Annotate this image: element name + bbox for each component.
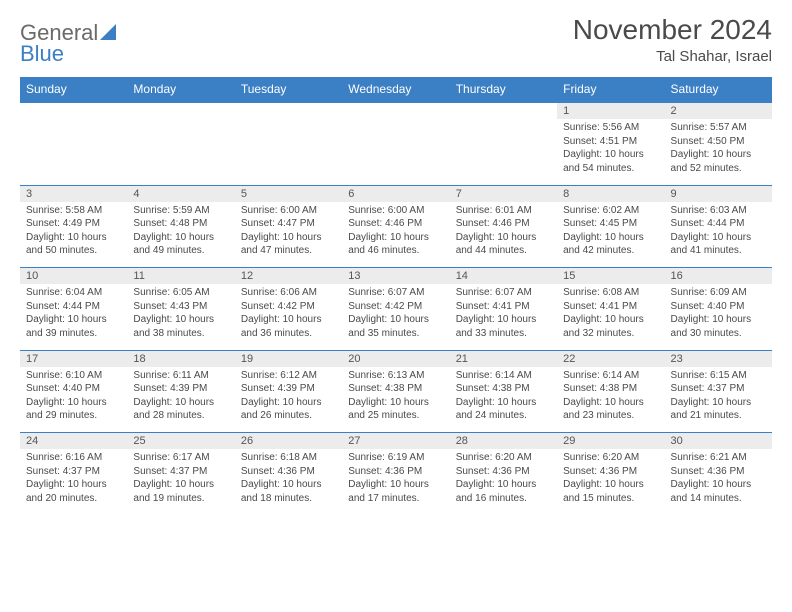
- day-header: Thursday: [450, 77, 557, 102]
- calendar-table: Sunday Monday Tuesday Wednesday Thursday…: [20, 77, 772, 515]
- day-number-cell: [127, 102, 234, 119]
- day-header: Friday: [557, 77, 664, 102]
- day-number-cell: 9: [665, 185, 772, 202]
- day-info-cell: Sunrise: 6:13 AM Sunset: 4:38 PM Dayligh…: [342, 367, 449, 433]
- info-row: Sunrise: 6:04 AM Sunset: 4:44 PM Dayligh…: [20, 284, 772, 350]
- day-info-cell: Sunrise: 5:59 AM Sunset: 4:48 PM Dayligh…: [127, 202, 234, 268]
- day-number-cell: 17: [20, 350, 127, 367]
- day-number-cell: 24: [20, 433, 127, 450]
- day-info-cell: Sunrise: 6:02 AM Sunset: 4:45 PM Dayligh…: [557, 202, 664, 268]
- daynum-row: 3456789: [20, 185, 772, 202]
- day-number-cell: 26: [235, 433, 342, 450]
- day-info-cell: Sunrise: 6:12 AM Sunset: 4:39 PM Dayligh…: [235, 367, 342, 433]
- daynum-row: 10111213141516: [20, 268, 772, 285]
- day-number-cell: 23: [665, 350, 772, 367]
- day-info-cell: Sunrise: 6:03 AM Sunset: 4:44 PM Dayligh…: [665, 202, 772, 268]
- day-header: Sunday: [20, 77, 127, 102]
- day-info-cell: Sunrise: 6:05 AM Sunset: 4:43 PM Dayligh…: [127, 284, 234, 350]
- day-number-cell: 13: [342, 268, 449, 285]
- day-number-cell: 28: [450, 433, 557, 450]
- day-number-cell: 7: [450, 185, 557, 202]
- day-number-cell: [20, 102, 127, 119]
- day-info-cell: Sunrise: 6:09 AM Sunset: 4:40 PM Dayligh…: [665, 284, 772, 350]
- day-number-cell: 14: [450, 268, 557, 285]
- day-info-cell: [235, 119, 342, 185]
- day-number-cell: 2: [665, 102, 772, 119]
- day-info-cell: Sunrise: 6:21 AM Sunset: 4:36 PM Dayligh…: [665, 449, 772, 515]
- day-info-cell: Sunrise: 6:00 AM Sunset: 4:47 PM Dayligh…: [235, 202, 342, 268]
- day-info-cell: Sunrise: 6:14 AM Sunset: 4:38 PM Dayligh…: [450, 367, 557, 433]
- day-number-cell: 15: [557, 268, 664, 285]
- info-row: Sunrise: 5:56 AM Sunset: 4:51 PM Dayligh…: [20, 119, 772, 185]
- day-info-cell: Sunrise: 5:56 AM Sunset: 4:51 PM Dayligh…: [557, 119, 664, 185]
- day-header-row: Sunday Monday Tuesday Wednesday Thursday…: [20, 77, 772, 102]
- day-number-cell: [235, 102, 342, 119]
- day-number-cell: 22: [557, 350, 664, 367]
- daynum-row: 24252627282930: [20, 433, 772, 450]
- day-info-cell: [127, 119, 234, 185]
- day-info-cell: [342, 119, 449, 185]
- day-number-cell: 3: [20, 185, 127, 202]
- day-number-cell: 30: [665, 433, 772, 450]
- day-number-cell: 6: [342, 185, 449, 202]
- day-info-cell: Sunrise: 6:19 AM Sunset: 4:36 PM Dayligh…: [342, 449, 449, 515]
- sail-icon: [100, 24, 120, 42]
- day-info-cell: Sunrise: 5:58 AM Sunset: 4:49 PM Dayligh…: [20, 202, 127, 268]
- day-info-cell: Sunrise: 6:10 AM Sunset: 4:40 PM Dayligh…: [20, 367, 127, 433]
- day-info-cell: Sunrise: 6:04 AM Sunset: 4:44 PM Dayligh…: [20, 284, 127, 350]
- daynum-row: 17181920212223: [20, 350, 772, 367]
- day-number-cell: [450, 102, 557, 119]
- day-number-cell: 5: [235, 185, 342, 202]
- day-number-cell: 10: [20, 268, 127, 285]
- day-info-cell: Sunrise: 6:07 AM Sunset: 4:41 PM Dayligh…: [450, 284, 557, 350]
- day-number-cell: 16: [665, 268, 772, 285]
- day-number-cell: 18: [127, 350, 234, 367]
- day-number-cell: 29: [557, 433, 664, 450]
- day-header: Saturday: [665, 77, 772, 102]
- day-header: Tuesday: [235, 77, 342, 102]
- daynum-row: 12: [20, 102, 772, 119]
- info-row: Sunrise: 5:58 AM Sunset: 4:49 PM Dayligh…: [20, 202, 772, 268]
- day-number-cell: 21: [450, 350, 557, 367]
- day-number-cell: 12: [235, 268, 342, 285]
- day-number-cell: 1: [557, 102, 664, 119]
- info-row: Sunrise: 6:16 AM Sunset: 4:37 PM Dayligh…: [20, 449, 772, 515]
- day-number-cell: 8: [557, 185, 664, 202]
- day-number-cell: 4: [127, 185, 234, 202]
- day-number-cell: 27: [342, 433, 449, 450]
- day-info-cell: Sunrise: 6:00 AM Sunset: 4:46 PM Dayligh…: [342, 202, 449, 268]
- day-number-cell: 25: [127, 433, 234, 450]
- info-row: Sunrise: 6:10 AM Sunset: 4:40 PM Dayligh…: [20, 367, 772, 433]
- day-header: Monday: [127, 77, 234, 102]
- day-info-cell: Sunrise: 6:07 AM Sunset: 4:42 PM Dayligh…: [342, 284, 449, 350]
- day-info-cell: Sunrise: 6:18 AM Sunset: 4:36 PM Dayligh…: [235, 449, 342, 515]
- day-number-cell: [342, 102, 449, 119]
- day-info-cell: Sunrise: 6:14 AM Sunset: 4:38 PM Dayligh…: [557, 367, 664, 433]
- day-info-cell: Sunrise: 6:20 AM Sunset: 4:36 PM Dayligh…: [450, 449, 557, 515]
- day-info-cell: Sunrise: 5:57 AM Sunset: 4:50 PM Dayligh…: [665, 119, 772, 185]
- day-number-cell: 20: [342, 350, 449, 367]
- day-info-cell: [20, 119, 127, 185]
- day-info-cell: Sunrise: 6:15 AM Sunset: 4:37 PM Dayligh…: [665, 367, 772, 433]
- day-info-cell: Sunrise: 6:08 AM Sunset: 4:41 PM Dayligh…: [557, 284, 664, 350]
- day-info-cell: Sunrise: 6:01 AM Sunset: 4:46 PM Dayligh…: [450, 202, 557, 268]
- day-info-cell: Sunrise: 6:16 AM Sunset: 4:37 PM Dayligh…: [20, 449, 127, 515]
- day-number-cell: 11: [127, 268, 234, 285]
- day-info-cell: Sunrise: 6:06 AM Sunset: 4:42 PM Dayligh…: [235, 284, 342, 350]
- day-number-cell: 19: [235, 350, 342, 367]
- day-info-cell: Sunrise: 6:11 AM Sunset: 4:39 PM Dayligh…: [127, 367, 234, 433]
- day-info-cell: [450, 119, 557, 185]
- day-info-cell: Sunrise: 6:20 AM Sunset: 4:36 PM Dayligh…: [557, 449, 664, 515]
- brand-name-2: Blue: [20, 41, 64, 67]
- day-header: Wednesday: [342, 77, 449, 102]
- day-info-cell: Sunrise: 6:17 AM Sunset: 4:37 PM Dayligh…: [127, 449, 234, 515]
